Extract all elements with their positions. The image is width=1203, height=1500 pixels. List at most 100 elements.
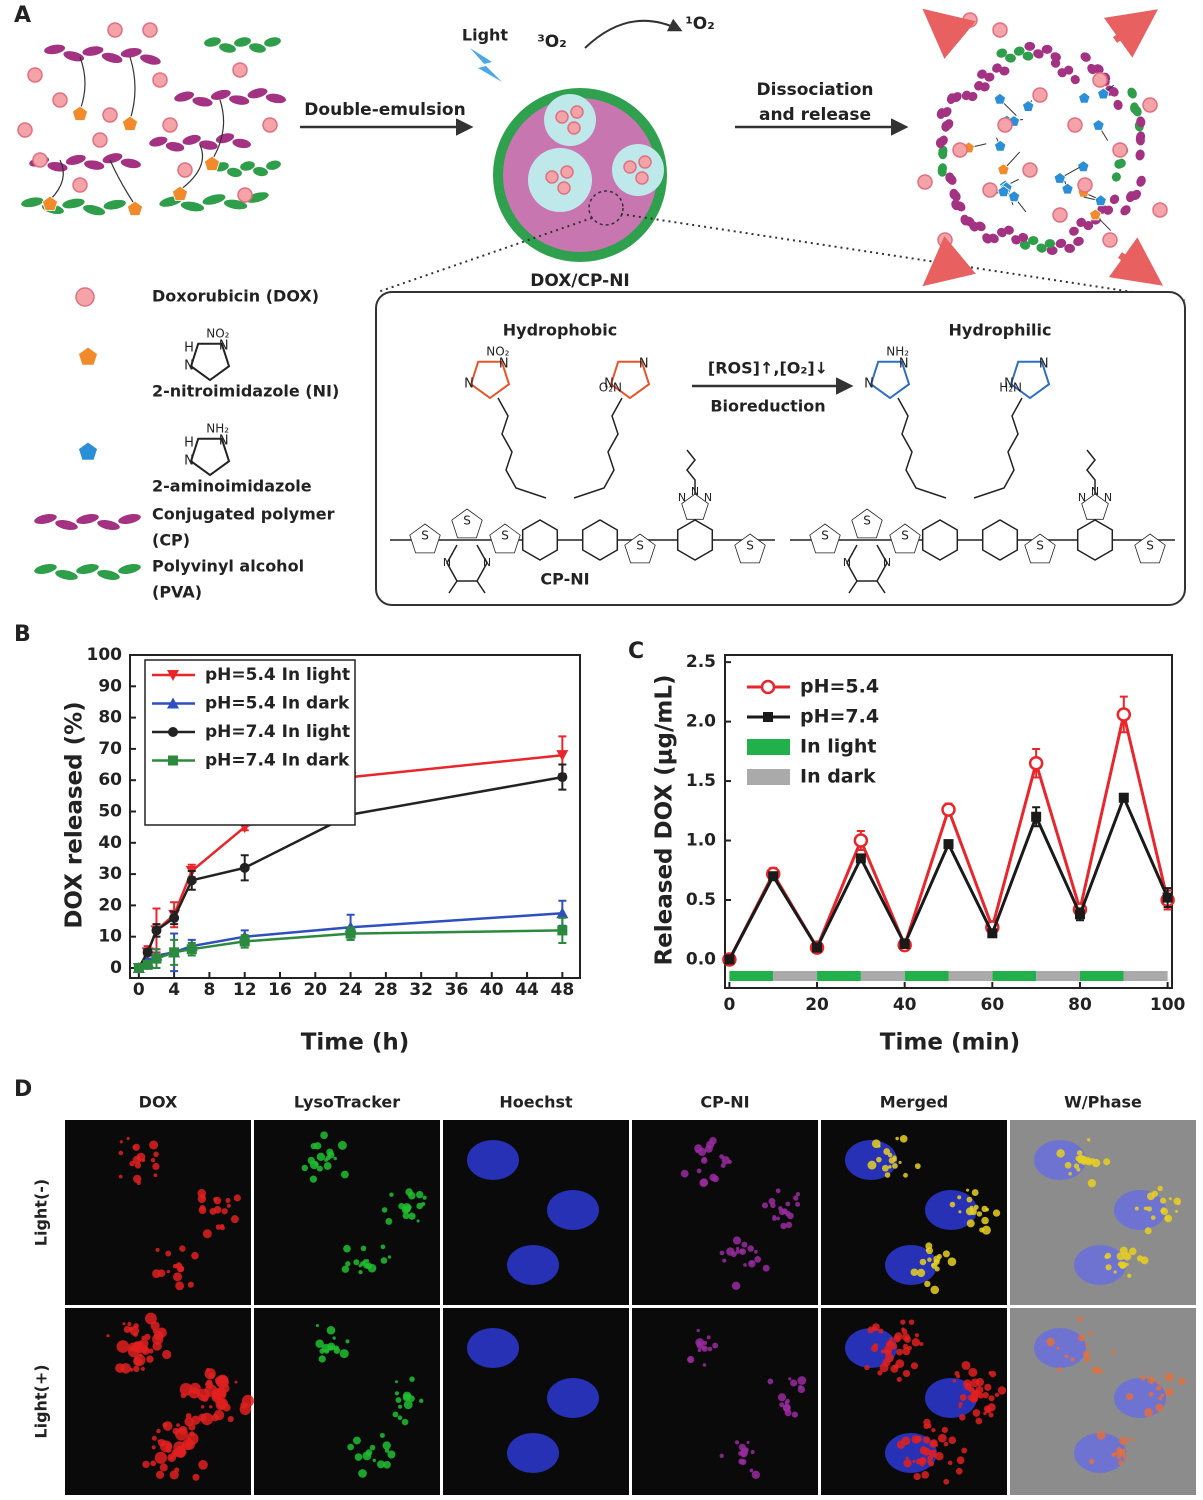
stain bbox=[1056, 1346, 1060, 1350]
stain bbox=[923, 1418, 931, 1427]
pentagon bbox=[1077, 160, 1090, 173]
column-label: Merged bbox=[880, 1093, 948, 1112]
benzene-ring bbox=[521, 519, 559, 561]
marker bbox=[167, 697, 179, 709]
atom-label: N bbox=[184, 359, 194, 374]
atom-label: N bbox=[864, 377, 874, 392]
dox-dot bbox=[545, 170, 559, 184]
stain bbox=[1144, 1407, 1154, 1417]
stain bbox=[888, 1165, 892, 1169]
stain bbox=[353, 1259, 360, 1266]
polymer-segment bbox=[984, 72, 995, 82]
legend-label: Polyvinyl alcohol bbox=[152, 557, 304, 576]
stain bbox=[702, 1363, 707, 1367]
row-label: Light(-) bbox=[32, 1179, 51, 1246]
stain bbox=[141, 1335, 146, 1340]
stain bbox=[1096, 1430, 1106, 1440]
column-label: Hoechst bbox=[499, 1093, 573, 1112]
stain bbox=[1147, 1376, 1156, 1384]
x-tick-label: 20 bbox=[805, 995, 829, 1015]
stain bbox=[703, 1340, 708, 1346]
stain bbox=[372, 1458, 377, 1463]
polymer-segment bbox=[1050, 58, 1061, 68]
stain bbox=[961, 1447, 968, 1454]
stain bbox=[314, 1162, 319, 1167]
stain bbox=[934, 1266, 940, 1272]
polymer-segment bbox=[247, 88, 268, 99]
stain bbox=[785, 1210, 791, 1217]
polymer-segment bbox=[1073, 236, 1084, 247]
stain bbox=[310, 1143, 317, 1150]
stain bbox=[315, 1339, 324, 1348]
benzene-ring bbox=[981, 519, 1019, 561]
marker bbox=[168, 755, 178, 766]
stain bbox=[719, 1250, 725, 1256]
stain bbox=[780, 1222, 787, 1230]
stain bbox=[1143, 1206, 1148, 1211]
stain bbox=[213, 1206, 222, 1214]
stain bbox=[740, 1449, 748, 1458]
stain bbox=[192, 1473, 200, 1481]
pentagon bbox=[126, 200, 144, 216]
stain bbox=[959, 1393, 967, 1401]
stain bbox=[119, 1140, 123, 1144]
stain bbox=[309, 1175, 318, 1183]
pentagon bbox=[1053, 172, 1066, 184]
polymer-segment bbox=[210, 89, 231, 100]
dox-dot bbox=[162, 117, 178, 133]
nucleus bbox=[1114, 1190, 1166, 1230]
stain bbox=[893, 1364, 899, 1369]
zoom-circle bbox=[588, 190, 624, 226]
dox-dot bbox=[92, 132, 108, 148]
stain bbox=[127, 1345, 140, 1358]
stain bbox=[422, 1195, 427, 1200]
stain bbox=[731, 1251, 737, 1258]
marker bbox=[169, 947, 180, 958]
light-band bbox=[729, 971, 774, 981]
stain bbox=[1160, 1393, 1165, 1398]
stain bbox=[965, 1207, 974, 1216]
pentagon bbox=[1061, 182, 1074, 195]
polymer-segment bbox=[120, 47, 142, 58]
legend-label: pH=5.4 bbox=[800, 676, 879, 698]
label: ¹O₂ bbox=[685, 14, 714, 34]
stain bbox=[220, 1225, 225, 1231]
dox-dot bbox=[917, 174, 933, 190]
stain bbox=[924, 1280, 931, 1288]
dox-dot bbox=[567, 121, 581, 135]
stain bbox=[680, 1169, 689, 1178]
stain bbox=[741, 1241, 748, 1248]
polymer-segment bbox=[996, 48, 1008, 58]
polymer-segment bbox=[1063, 65, 1074, 75]
dox-dot bbox=[1052, 207, 1068, 223]
label: [ROS]↑,[O₂]↓ bbox=[708, 359, 828, 378]
stain bbox=[935, 1452, 944, 1461]
stain bbox=[900, 1319, 906, 1325]
marker bbox=[239, 862, 250, 873]
stain bbox=[152, 1269, 161, 1279]
legend-swatch bbox=[747, 739, 790, 755]
dox-dot bbox=[17, 122, 33, 138]
stain bbox=[933, 1259, 940, 1266]
stain bbox=[132, 1145, 136, 1149]
stain bbox=[797, 1376, 807, 1385]
stain bbox=[326, 1325, 336, 1335]
stain bbox=[957, 1195, 962, 1200]
stain bbox=[984, 1383, 992, 1391]
stain bbox=[1119, 1263, 1126, 1269]
dox-dot bbox=[177, 162, 193, 178]
polymer-segment bbox=[1046, 245, 1058, 255]
y-tick-label: 1.0 bbox=[686, 831, 716, 851]
legend-label: pH=5.4 In light bbox=[205, 665, 350, 685]
stain bbox=[1064, 1354, 1069, 1359]
vesicle bbox=[612, 144, 664, 196]
stain bbox=[922, 1447, 931, 1456]
polymer-segment bbox=[1136, 116, 1146, 128]
polymer-segment bbox=[951, 92, 962, 103]
polymer-segment bbox=[1135, 134, 1145, 146]
marker bbox=[1028, 755, 1044, 771]
stain bbox=[1076, 1150, 1083, 1156]
polymer-segment bbox=[21, 197, 44, 208]
polymer-segment bbox=[1013, 46, 1025, 56]
dox-dot bbox=[557, 181, 571, 195]
